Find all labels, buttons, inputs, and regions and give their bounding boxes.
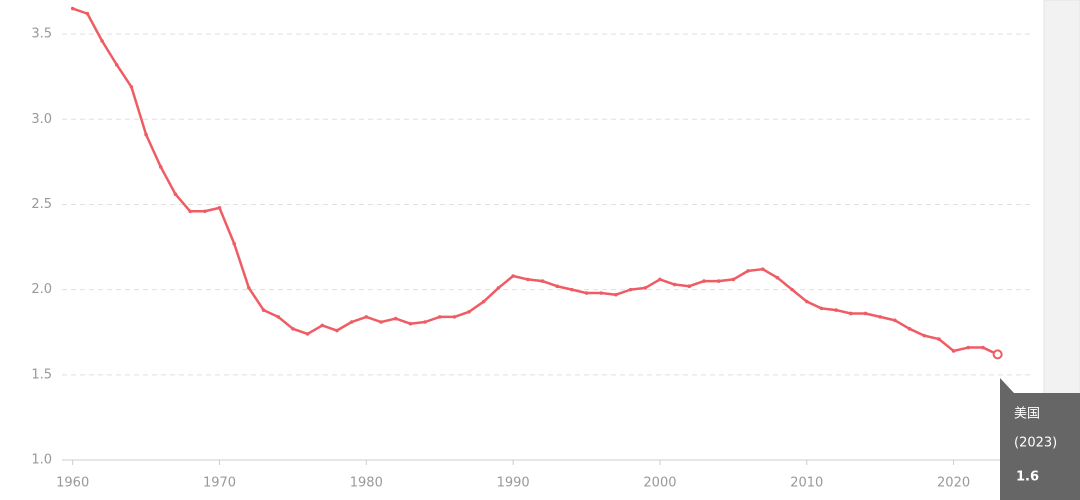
x-tick-label: 2000 bbox=[643, 476, 676, 491]
point bbox=[863, 311, 868, 316]
point bbox=[85, 11, 90, 16]
point bbox=[320, 323, 325, 328]
point bbox=[951, 349, 956, 353]
point bbox=[423, 320, 427, 324]
point bbox=[188, 209, 192, 214]
point bbox=[775, 275, 780, 280]
point bbox=[643, 286, 648, 290]
point bbox=[100, 39, 104, 43]
tooltip-name: 美国 bbox=[1014, 407, 1040, 422]
tooltip-year: (2023) bbox=[1014, 436, 1057, 451]
point bbox=[217, 206, 222, 210]
point bbox=[584, 291, 589, 295]
point bbox=[878, 315, 882, 319]
point bbox=[540, 279, 545, 283]
line bbox=[72, 7, 999, 356]
point bbox=[276, 315, 281, 319]
point bbox=[467, 309, 471, 314]
point bbox=[834, 308, 838, 312]
point bbox=[114, 62, 119, 67]
x-tick-label: 2020 bbox=[937, 476, 970, 491]
point bbox=[173, 192, 178, 197]
point bbox=[981, 345, 985, 350]
point bbox=[526, 277, 530, 282]
point bbox=[804, 299, 809, 304]
point bbox=[893, 318, 897, 323]
x-tick-label: 1970 bbox=[203, 476, 236, 491]
point bbox=[496, 286, 501, 290]
tooltip-value: 1.6 bbox=[1016, 470, 1039, 485]
y-tick-label: 2.0 bbox=[31, 282, 52, 297]
point bbox=[731, 277, 736, 282]
point bbox=[672, 282, 677, 287]
point bbox=[144, 132, 148, 137]
point bbox=[599, 291, 604, 295]
point bbox=[922, 333, 927, 338]
point bbox=[966, 345, 971, 350]
point bbox=[992, 349, 1003, 360]
point bbox=[247, 286, 251, 290]
point bbox=[291, 327, 295, 331]
point bbox=[790, 287, 794, 292]
x-tick-label: 1960 bbox=[56, 476, 89, 491]
point bbox=[408, 321, 413, 326]
point bbox=[70, 6, 75, 11]
point bbox=[628, 287, 633, 292]
point bbox=[305, 332, 310, 336]
point bbox=[702, 279, 706, 283]
point bbox=[349, 320, 354, 324]
y-tick-label: 1.0 bbox=[31, 453, 52, 468]
point bbox=[393, 316, 398, 321]
point bbox=[849, 311, 853, 316]
x-tick-label: 1980 bbox=[350, 476, 383, 491]
y-tick-label: 2.5 bbox=[31, 197, 52, 212]
point bbox=[379, 320, 383, 324]
point bbox=[937, 337, 941, 341]
point bbox=[570, 287, 574, 292]
point bbox=[555, 284, 559, 289]
point bbox=[481, 299, 486, 304]
point bbox=[760, 267, 765, 271]
tooltip: 美国 (2023) 1.6 bbox=[1000, 378, 1080, 500]
y-tick-label: 1.5 bbox=[31, 367, 52, 382]
point bbox=[452, 315, 457, 319]
point bbox=[129, 85, 134, 89]
point bbox=[158, 165, 163, 169]
point bbox=[716, 279, 721, 283]
point bbox=[746, 269, 750, 273]
point bbox=[232, 241, 236, 246]
point bbox=[364, 315, 369, 319]
point bbox=[203, 209, 207, 214]
point bbox=[819, 306, 824, 311]
point bbox=[511, 274, 515, 278]
point bbox=[907, 327, 912, 331]
tooltip-box bbox=[1000, 378, 1080, 500]
x-tick-label: 2010 bbox=[790, 476, 823, 491]
point bbox=[614, 292, 618, 297]
point bbox=[335, 328, 339, 333]
point bbox=[658, 277, 662, 282]
y-tick-label: 3.0 bbox=[31, 112, 52, 127]
point bbox=[687, 284, 692, 289]
point bbox=[261, 308, 266, 312]
point bbox=[437, 315, 442, 319]
y-tick-label: 3.5 bbox=[31, 27, 52, 42]
x-tick-label: 1990 bbox=[497, 476, 530, 491]
